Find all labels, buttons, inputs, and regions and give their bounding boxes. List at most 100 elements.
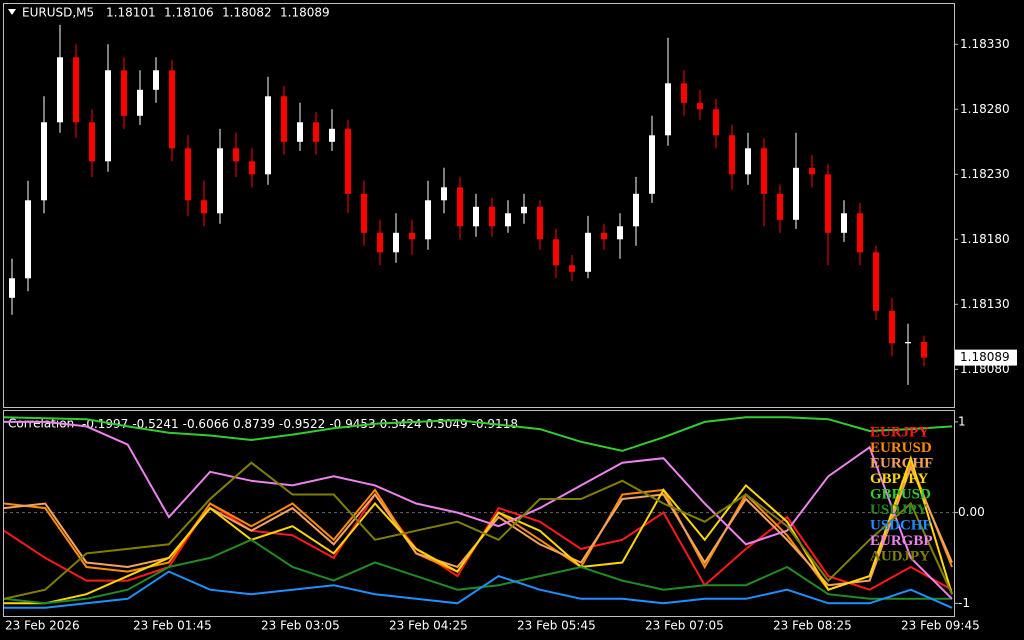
candle-body xyxy=(489,206,495,227)
close-value: 1.18089 xyxy=(280,6,330,20)
legend-entry: USDJPY xyxy=(870,502,928,518)
y-tick-label: 1 xyxy=(958,414,966,428)
legend-entry: EURGBP xyxy=(870,533,933,549)
price-panel xyxy=(3,3,955,408)
candle-body xyxy=(377,232,383,253)
indicator-title: Correlation xyxy=(8,417,74,431)
candle-body xyxy=(473,206,479,227)
candle-body xyxy=(665,83,671,136)
candle-body xyxy=(121,70,127,116)
candle-body xyxy=(441,187,447,201)
candle-body xyxy=(745,148,751,175)
candle-body xyxy=(889,310,895,344)
candle-body xyxy=(921,342,927,358)
symbol-title: EURUSD,M5 xyxy=(22,6,94,20)
candle-body xyxy=(873,252,879,311)
candle-body xyxy=(409,232,415,240)
candle-body xyxy=(729,135,735,175)
correlation-value: -0.6066 xyxy=(183,417,229,431)
current-price: 1.18089 xyxy=(960,350,1010,364)
candle-body xyxy=(633,193,639,227)
x-tick-label: 23 Feb 09:45 xyxy=(901,619,980,633)
candle-body xyxy=(761,148,767,194)
x-tick-label: 23 Feb 08:25 xyxy=(773,619,852,633)
candle-body xyxy=(249,161,255,175)
candle-body xyxy=(617,226,623,240)
candle-body xyxy=(585,232,591,272)
candle-body xyxy=(425,200,431,240)
y-tick-label: 1.18130 xyxy=(960,297,1010,311)
candle-body xyxy=(73,57,79,123)
y-tick-label: 1.18330 xyxy=(960,37,1010,51)
candle-body xyxy=(137,89,143,116)
y-tick-label: 1.18180 xyxy=(960,232,1010,246)
dropdown-icon[interactable] xyxy=(8,9,16,15)
x-tick-label: 23 Feb 2026 xyxy=(5,619,80,633)
candle-body xyxy=(809,167,815,175)
candle-body xyxy=(361,193,367,233)
y-tick-label: -1 xyxy=(958,596,970,610)
x-tick-label: 23 Feb 04:25 xyxy=(389,619,468,633)
series-line xyxy=(4,454,953,605)
indicator-panel xyxy=(3,410,955,617)
candle-body xyxy=(905,342,911,344)
candle-body xyxy=(9,278,15,298)
candle-body xyxy=(857,213,863,253)
candle-body xyxy=(505,213,511,227)
candle-body xyxy=(329,128,335,142)
candle-body xyxy=(233,148,239,162)
y-tick-label: 1.18230 xyxy=(960,167,1010,181)
candle-body xyxy=(345,128,351,194)
candle-body xyxy=(25,200,31,279)
legend-entry: EURJPY xyxy=(870,424,929,440)
candle-body xyxy=(601,232,607,240)
candle-body xyxy=(57,57,63,123)
legend-entry: USDCHF xyxy=(870,517,932,533)
candle-body xyxy=(825,174,831,233)
high-value: 1.18106 xyxy=(164,6,214,20)
candle-body xyxy=(89,122,95,162)
correlation-value: -0.9522 xyxy=(279,417,325,431)
series-line xyxy=(3,538,952,605)
legend-entry: EURCHF xyxy=(870,455,933,471)
y-tick-label: 0.00 xyxy=(958,505,985,519)
candle-body xyxy=(681,83,687,103)
legend-entry: AUDJPY xyxy=(870,548,930,564)
open-value: 1.18101 xyxy=(106,6,156,20)
candle-body xyxy=(521,206,527,214)
candle-body xyxy=(793,167,799,220)
legend-entry: GBPUSD xyxy=(870,486,931,502)
candle-body xyxy=(841,213,847,233)
candle-body xyxy=(569,265,575,272)
candle-body xyxy=(457,187,463,227)
candle-body xyxy=(281,96,287,142)
candle-body xyxy=(297,122,303,142)
candle-body xyxy=(553,239,559,266)
candle-body xyxy=(713,109,719,136)
x-tick-label: 23 Feb 03:05 xyxy=(261,619,340,633)
series-line xyxy=(3,416,953,452)
candle-body xyxy=(697,102,703,110)
series-line xyxy=(3,461,953,600)
candle-body xyxy=(201,200,207,214)
candle-body xyxy=(537,206,543,240)
series-line xyxy=(4,570,953,609)
indicator-values: -0.1997 -0.5241 -0.6066 0.8739 -0.9522 -0.945… xyxy=(82,417,518,431)
x-tick-label: 23 Feb 05:45 xyxy=(517,619,596,633)
correlation-value: -0.5241 xyxy=(132,417,178,431)
candle-body xyxy=(393,232,399,253)
low-value: 1.18082 xyxy=(222,6,272,20)
x-tick-label: 23 Feb 01:45 xyxy=(133,619,212,633)
candle-body xyxy=(41,122,47,201)
y-tick-label: 1.18280 xyxy=(960,102,1010,116)
candle-body xyxy=(217,148,223,214)
legend-entry: EURUSD xyxy=(870,440,932,456)
price-box xyxy=(955,349,1017,366)
candle-body xyxy=(185,148,191,201)
candle-body xyxy=(777,193,783,220)
correlation-value: 0.8739 xyxy=(233,417,275,431)
series-line xyxy=(4,420,953,600)
candle-body xyxy=(649,135,655,194)
candle-body xyxy=(153,70,159,90)
